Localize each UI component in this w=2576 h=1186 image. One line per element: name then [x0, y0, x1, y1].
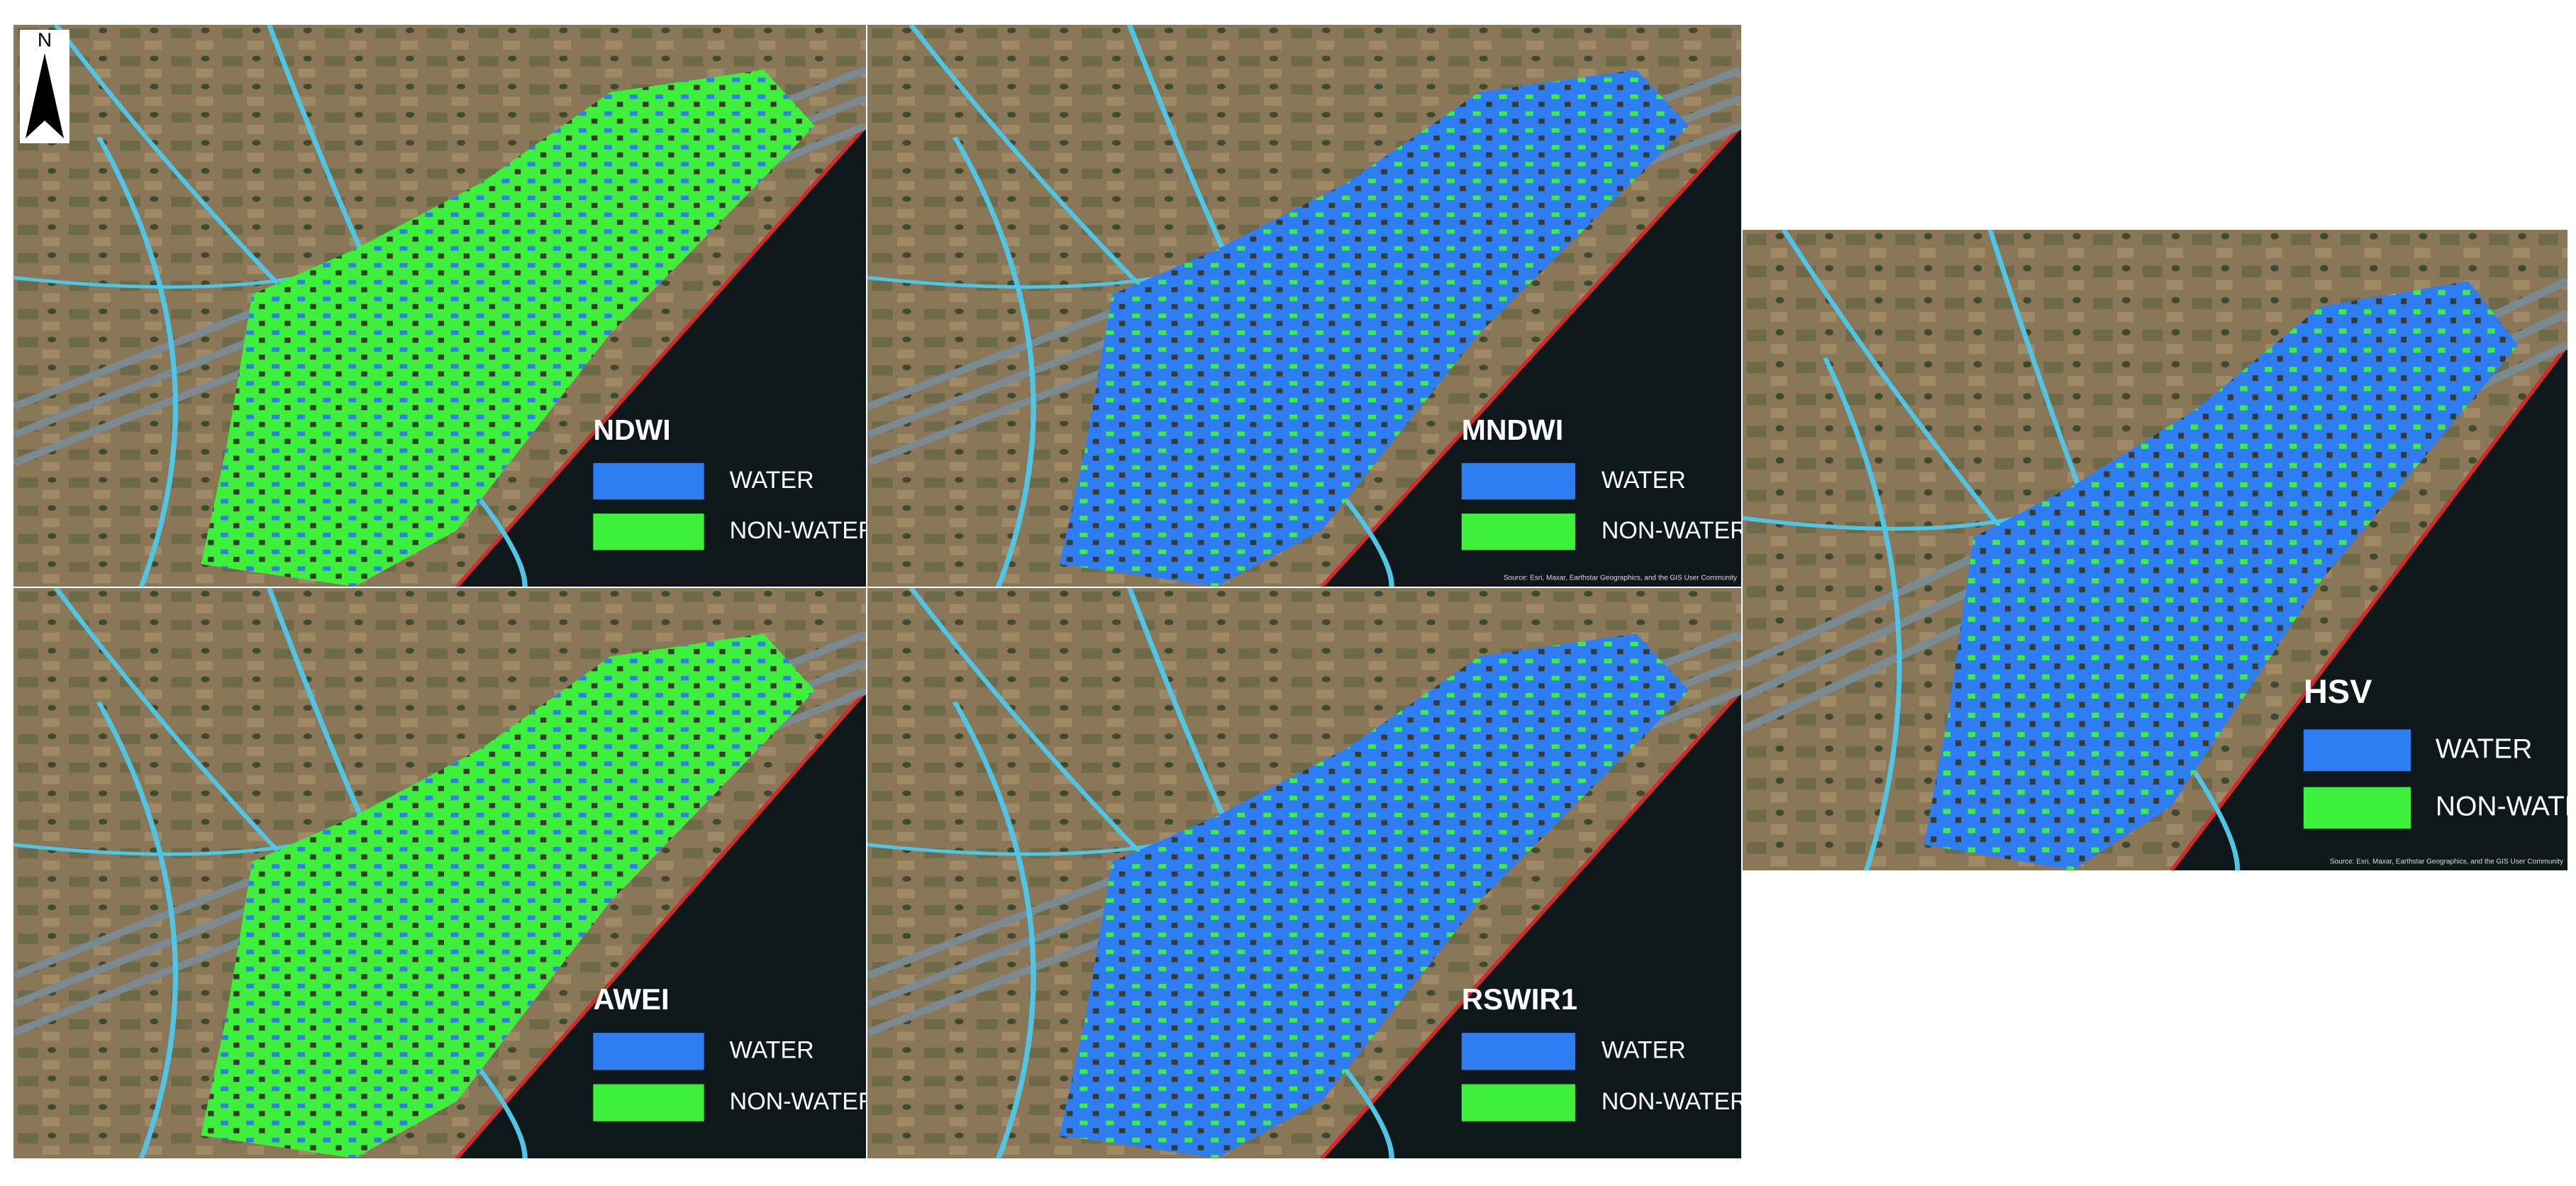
- stream: [1823, 357, 1902, 870]
- legend-title: HSV: [2304, 672, 2372, 710]
- coastline: [2170, 344, 2567, 870]
- flood-extent: [201, 633, 815, 1158]
- legend-title: AWEI: [593, 982, 669, 1016]
- legend-title: MNDWI: [1462, 414, 1563, 446]
- legend-label: NON-WATER: [730, 1088, 876, 1115]
- flood-extent: [1060, 633, 1689, 1158]
- legend-swatch: [1461, 514, 1575, 550]
- coastline: [455, 689, 866, 1158]
- attribution: Source: Esri, Maxar, Earthstar Geographi…: [1504, 575, 1737, 582]
- legend-label: NON-WATER: [730, 517, 876, 544]
- legend-swatch: [1461, 1084, 1575, 1121]
- legend-swatch: [593, 462, 704, 500]
- attribution: Source: Esri, Maxar, Earthstar Geographi…: [2330, 858, 2563, 866]
- legend-label: NON-WATER: [1601, 517, 1748, 544]
- north-arrow-shape: [26, 53, 64, 138]
- stream: [96, 701, 178, 1158]
- coastline: [455, 125, 866, 587]
- coastline: [1319, 125, 1741, 587]
- map-panel: [1743, 230, 2567, 870]
- map-panel: [13, 588, 866, 1158]
- legend-swatch: [2303, 729, 2411, 772]
- legend-label: WATER: [1601, 1037, 1686, 1064]
- north-label: N: [38, 28, 52, 50]
- legend-swatch: [1461, 1033, 1575, 1070]
- stream: [952, 136, 1036, 587]
- legend-swatch: [1461, 462, 1575, 500]
- stream: [952, 701, 1036, 1158]
- legend-swatch: [593, 1084, 704, 1121]
- map-panel: [867, 25, 1741, 587]
- legend-label: WATER: [2436, 733, 2532, 764]
- flood-extent: [1923, 281, 2519, 870]
- legend-swatch: [593, 1033, 704, 1070]
- legend-swatch: [593, 514, 704, 550]
- map-panel: [13, 25, 866, 587]
- legend-title: RSWIR1: [1462, 982, 1577, 1016]
- north-arrow: N: [20, 28, 70, 143]
- flood-extent: [1060, 70, 1689, 587]
- legend-label: WATER: [1601, 467, 1686, 494]
- map-panel: [867, 588, 1741, 1158]
- legend-label: WATER: [730, 467, 814, 494]
- stream: [96, 136, 178, 587]
- legend-title: NDWI: [593, 414, 670, 446]
- legend-label: WATER: [730, 1037, 814, 1064]
- legend-swatch: [2303, 787, 2411, 829]
- flood-extent: [201, 70, 815, 587]
- legend-label: NON-WATER: [2436, 792, 2576, 822]
- coastline: [1319, 689, 1741, 1158]
- legend-label: NON-WATER: [1601, 1088, 1748, 1115]
